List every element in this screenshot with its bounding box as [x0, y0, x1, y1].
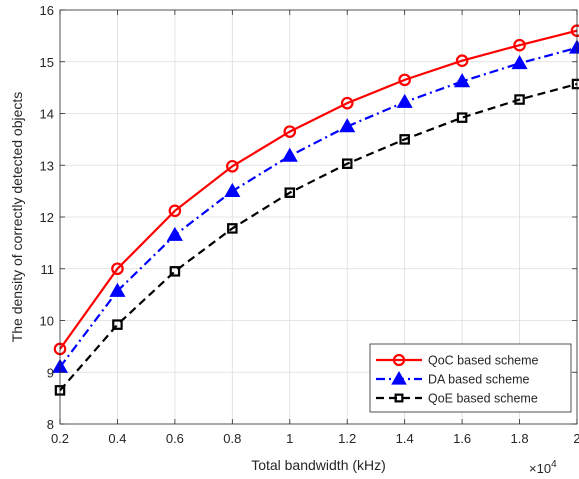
grid: [60, 10, 577, 424]
data-point: [396, 93, 413, 108]
data-point: [456, 112, 468, 123]
data-point: [398, 73, 411, 87]
y-axis-label: The density of correctly detected object…: [9, 92, 25, 343]
data-point: [284, 187, 296, 198]
y-tick-label: 9: [47, 365, 54, 380]
x-multiplier-exponent: 4: [551, 459, 557, 470]
data-point: [341, 158, 353, 169]
legend-marker: [394, 393, 404, 403]
data-point: [454, 73, 471, 88]
series-2: [51, 39, 579, 373]
legend-marker: [392, 353, 406, 367]
legend-label: DA based scheme: [428, 373, 529, 387]
data-point: [112, 319, 123, 330]
series-line: [59, 29, 578, 350]
data-point: [399, 134, 410, 145]
legend-marker: [391, 370, 407, 385]
data-point: [109, 282, 126, 297]
x-tick-label: 1.6: [453, 431, 471, 446]
data-point: [168, 204, 182, 218]
y-tick-labels: 8 9 10 11 12 13 14 15 16: [40, 3, 54, 432]
data-point: [281, 147, 298, 162]
y-tick-label: 12: [40, 210, 54, 225]
data-point: [511, 55, 528, 70]
x-tick-label: 0.4: [108, 431, 126, 446]
series-layer: [51, 24, 579, 396]
data-point: [111, 262, 124, 276]
legend-label: QoE based scheme: [428, 392, 538, 406]
series-line: [59, 82, 578, 392]
x-multiplier-base: ×10: [529, 461, 551, 476]
x-tick-label: 1: [286, 431, 293, 446]
x-axis-label: Total bandwidth (kHz): [251, 457, 386, 473]
legend-label: QoC based scheme: [428, 354, 539, 368]
ticks: [59, 9, 578, 425]
x-tick-label: 0.6: [166, 431, 184, 446]
data-point: [340, 96, 354, 110]
y-tick-label: 13: [40, 158, 54, 173]
series-line: [59, 46, 578, 368]
series-3: [54, 78, 579, 396]
x-tick-label: 0.8: [223, 431, 241, 446]
legend: QoC based scheme DA based scheme QoE based…: [369, 343, 572, 413]
y-tick-label: 16: [40, 3, 54, 18]
y-tick-label: 8: [47, 417, 54, 432]
data-point: [169, 266, 181, 277]
data-point: [226, 159, 239, 173]
y-tick-label: 11: [41, 262, 55, 277]
data-point: [513, 38, 526, 52]
y-tick-label: 10: [40, 314, 54, 329]
data-point: [514, 94, 525, 105]
data-point: [283, 125, 297, 138]
data-point: [166, 226, 183, 241]
data-point: [339, 118, 356, 133]
x-tick-labels: 0.2 0.4 0.6 0.8 1 1.2 1.4 1.6 1.8 2: [51, 431, 579, 446]
data-point: [455, 54, 469, 68]
x-tick-label: 2: [573, 431, 579, 446]
x-tick-label: 1.2: [338, 431, 356, 446]
data-point: [227, 223, 238, 234]
x-multiplier: ×104: [529, 459, 557, 476]
x-tick-label: 0.2: [51, 431, 69, 446]
x-tick-label: 1.8: [511, 431, 529, 446]
y-tick-label: 14: [40, 107, 54, 122]
x-tick-label: 1.4: [396, 431, 414, 446]
y-tick-label: 15: [40, 55, 54, 70]
data-point: [224, 182, 241, 197]
series-1: [53, 24, 579, 356]
